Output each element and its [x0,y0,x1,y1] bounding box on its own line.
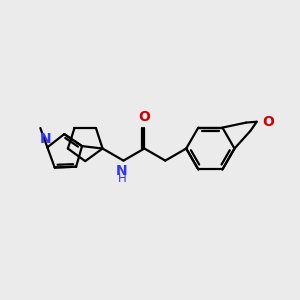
Text: O: O [139,110,150,124]
Text: N: N [40,132,52,146]
Text: H: H [118,172,126,185]
Text: O: O [262,115,274,129]
Text: N: N [116,164,128,178]
